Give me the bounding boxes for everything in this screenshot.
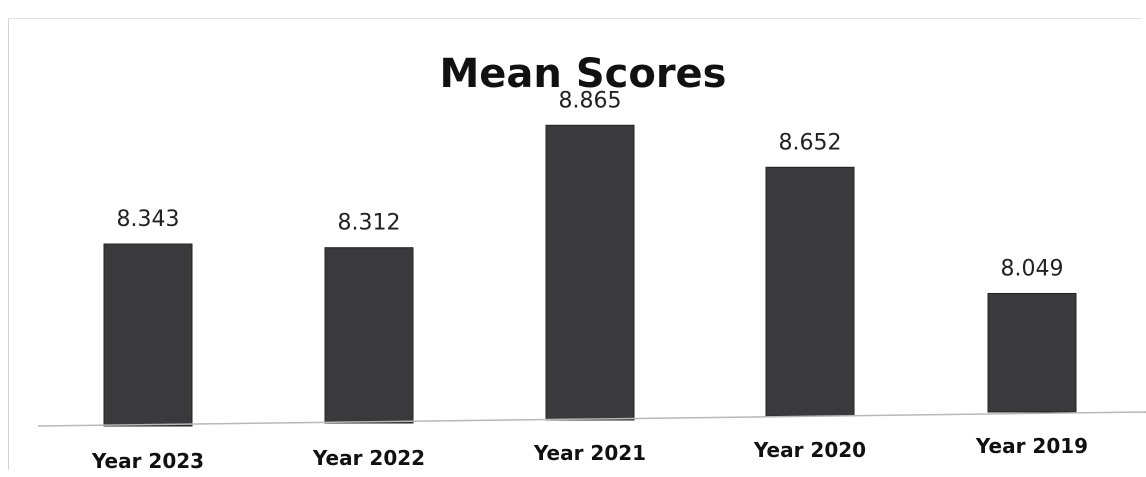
- category-label: Year 2019: [975, 434, 1088, 458]
- chart-frame: [8, 18, 1142, 470]
- category-label: Year 2020: [753, 438, 866, 462]
- data-label: 8.652: [779, 130, 842, 155]
- x-axis-line: [37, 411, 1146, 427]
- category-labels-group: Year 2023 Year 2022 Year 2021 Year 2020 Year…: [91, 434, 1088, 473]
- category-label: Year 2021: [533, 441, 646, 465]
- bar-year-2019: [987, 292, 1077, 413]
- data-label: 8.312: [338, 211, 401, 236]
- category-label: Year 2022: [312, 446, 425, 470]
- chart-title: Mean Scores: [440, 51, 727, 97]
- bar-year-2020: [765, 166, 855, 417]
- bar-year-2023: [103, 243, 193, 427]
- category-label: Year 2023: [91, 449, 204, 473]
- data-label: 8.343: [117, 207, 180, 232]
- bars-group: [103, 124, 1077, 427]
- data-label: 8.865: [559, 88, 622, 113]
- bar-year-2022: [324, 247, 414, 424]
- data-label: 8.049: [1001, 256, 1064, 281]
- bar-year-2021: [545, 124, 635, 421]
- value-labels-group: 8.343 8.312 8.865 8.652 8.049: [117, 88, 1064, 281]
